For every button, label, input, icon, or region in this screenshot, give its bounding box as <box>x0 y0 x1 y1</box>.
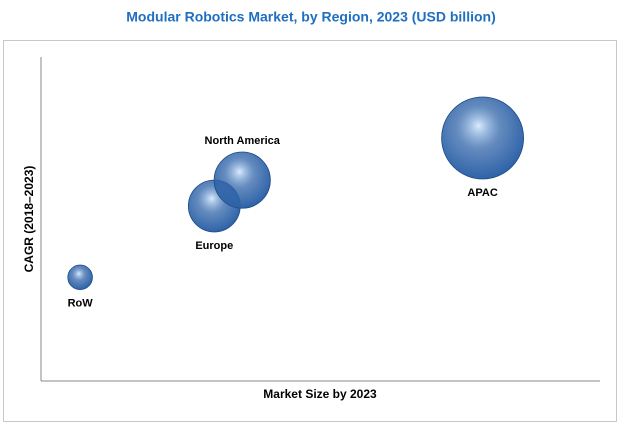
data-label: Europe <box>195 240 233 252</box>
x-axis-label: Market Size by 2023 <box>263 387 377 401</box>
bubble <box>67 264 93 291</box>
data-label: RoW <box>68 298 94 310</box>
y-axis-label: CAGR (2018–2023) <box>22 166 36 273</box>
bubble <box>213 151 271 209</box>
chart-title: Modular Robotics Market, by Region, 2023… <box>126 9 496 25</box>
chart-frame <box>3 40 617 422</box>
data-label: North America <box>205 135 281 147</box>
bubble <box>441 96 525 180</box>
data-label: APAC <box>467 187 497 199</box>
